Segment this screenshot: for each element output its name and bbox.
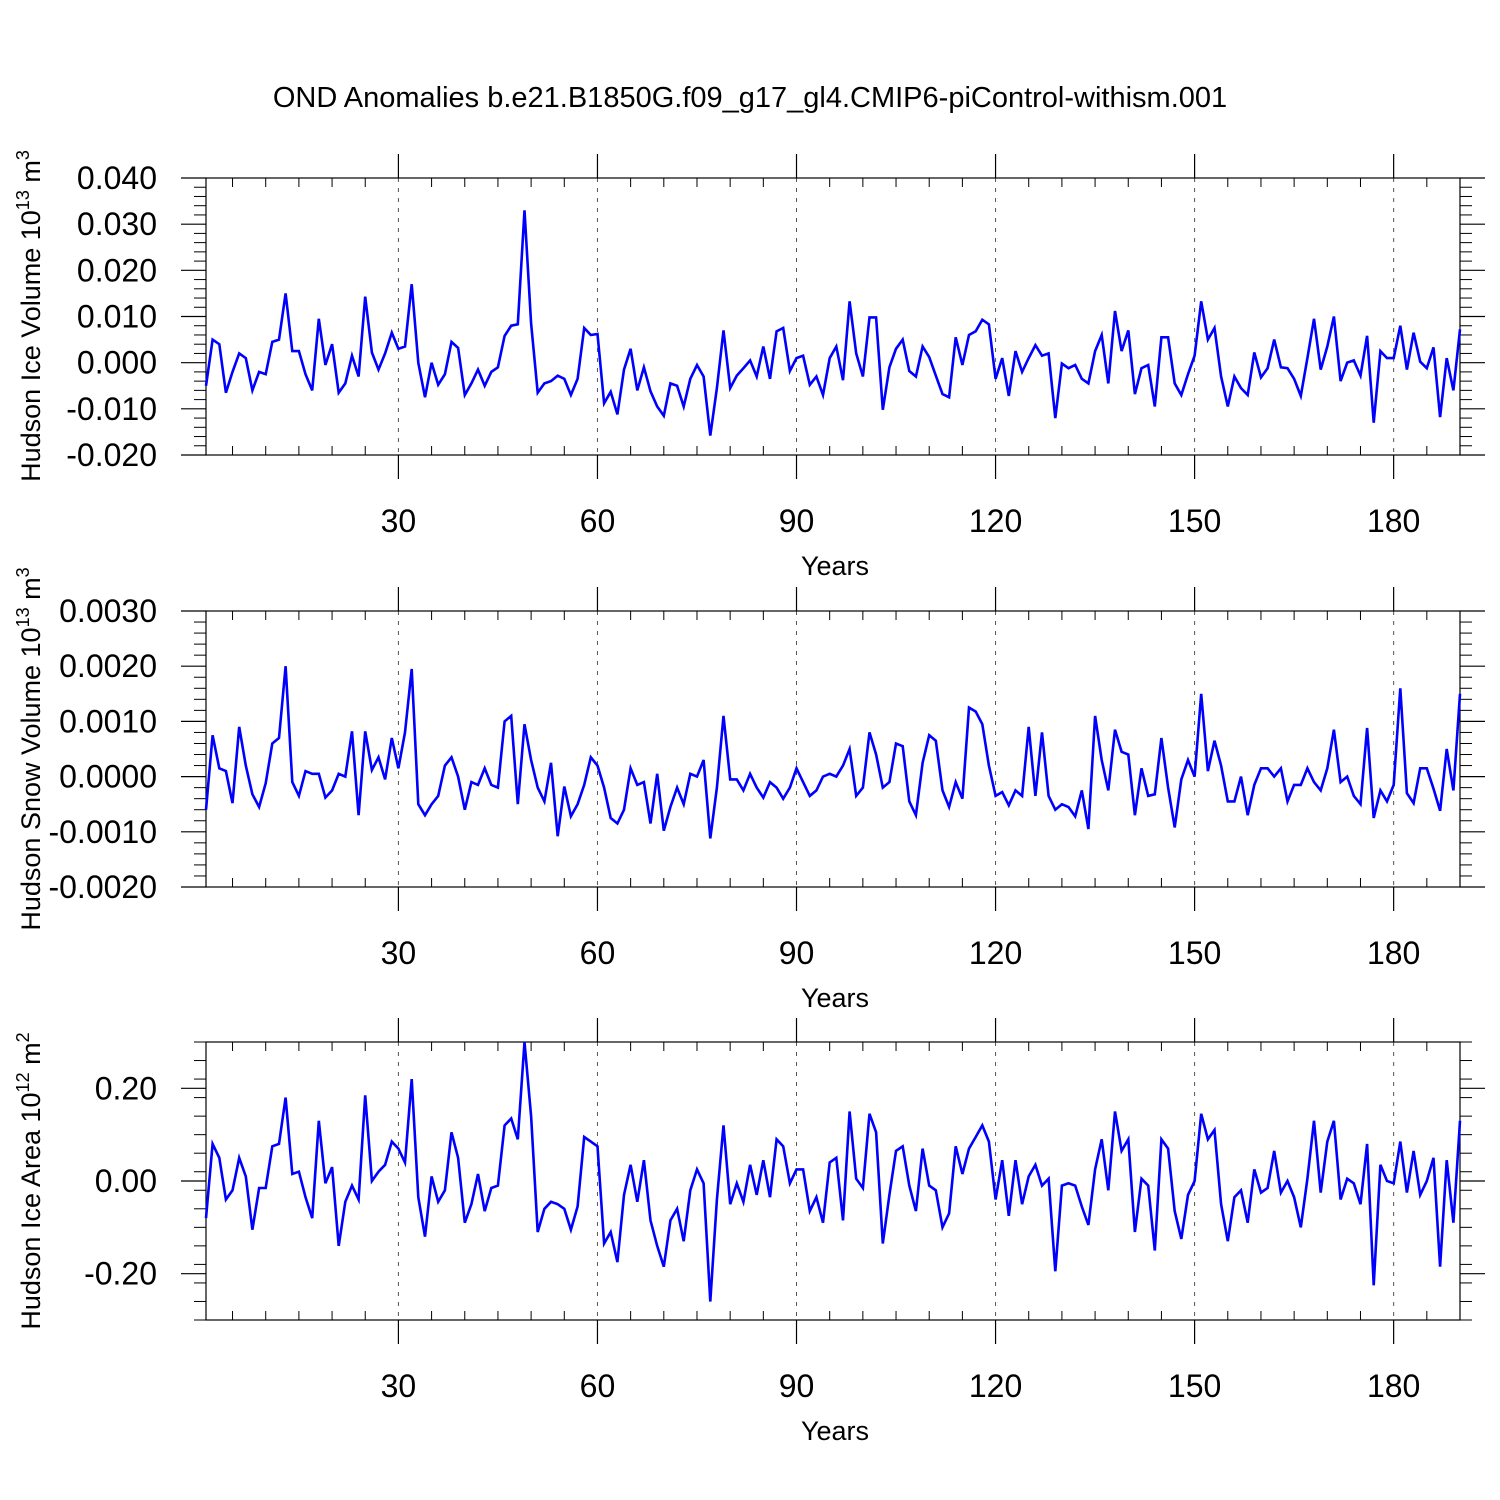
x-tick-label: 90 — [779, 503, 815, 539]
series-line — [204, 1041, 1462, 1302]
y-tick-label: 0.0010 — [59, 703, 157, 739]
y-tick-label: 0.040 — [77, 160, 157, 196]
y-tick-label: -0.20 — [84, 1256, 157, 1292]
x-axis-label: Years — [801, 551, 869, 581]
y-tick-label: 0.000 — [77, 345, 157, 381]
chart-panel-1: 30 60 90 120 150 180 -0.020 -0.010 0.000 0.010 0.0… — [13, 150, 1485, 581]
plot-frame — [205, 177, 1461, 456]
x-tick-label: 30 — [381, 935, 417, 971]
chart-panel-3: 30 60 90 120 150 180 -0.20 0.00 0.20 Years Hudson … — [13, 1018, 1485, 1446]
y-tick-label: 0.010 — [77, 299, 157, 335]
y-tick-label: 0.0000 — [59, 759, 157, 795]
x-tick-label: 90 — [779, 1368, 815, 1404]
chart-panel-2: 30 60 90 120 150 180 -0.0020 -0.0010 0.0000 0.001… — [13, 567, 1485, 1013]
y-tick-label: 0.020 — [77, 252, 157, 288]
y-tick-label: 0.00 — [95, 1163, 157, 1199]
plot-frame — [205, 1041, 1461, 1321]
y-axis-label: Hudson Snow Volume 1013 m3 — [13, 567, 46, 930]
y-tick-label: 0.030 — [77, 206, 157, 242]
x-axis-label: Years — [801, 983, 869, 1013]
figure-title: OND Anomalies b.e21.B1850G.f09_g17_gl4.C… — [273, 82, 1227, 114]
y-axis-label: Hudson Ice Area 1012 m2 — [13, 1032, 46, 1329]
x-tick-label: 120 — [969, 1368, 1022, 1404]
x-tick-label: 150 — [1168, 935, 1221, 971]
series-line — [204, 210, 1462, 436]
y-tick-label: 0.0020 — [59, 648, 157, 684]
y-tick-label: -0.020 — [66, 437, 157, 473]
y-axis-label: Hudson Ice Volume 1013 m3 — [13, 150, 46, 482]
y-tick-label: -0.010 — [66, 391, 157, 427]
x-tick-label: 120 — [969, 935, 1022, 971]
series-line — [204, 666, 1462, 839]
x-tick-label: 150 — [1168, 503, 1221, 539]
y-tick-label: 0.20 — [95, 1070, 157, 1106]
x-tick-label: 120 — [969, 503, 1022, 539]
x-tick-label: 60 — [580, 1368, 616, 1404]
x-tick-label: 30 — [381, 1368, 417, 1404]
x-tick-label: 150 — [1168, 1368, 1221, 1404]
y-tick-label: 0.0030 — [59, 593, 157, 629]
x-tick-label: 90 — [779, 935, 815, 971]
x-axis-label: Years — [801, 1416, 869, 1446]
y-tick-label: -0.0020 — [48, 869, 157, 905]
plot-frame — [205, 610, 1461, 888]
x-tick-label: 30 — [381, 503, 417, 539]
panels: 30 60 90 120 150 180 -0.020 -0.010 0.000 0.010 0.0… — [13, 150, 1485, 1446]
x-tick-label: 60 — [580, 503, 616, 539]
x-tick-label: 60 — [580, 935, 616, 971]
x-tick-label: 180 — [1367, 503, 1420, 539]
x-tick-label: 180 — [1367, 935, 1420, 971]
y-tick-label: -0.0010 — [48, 814, 157, 850]
x-tick-label: 180 — [1367, 1368, 1420, 1404]
